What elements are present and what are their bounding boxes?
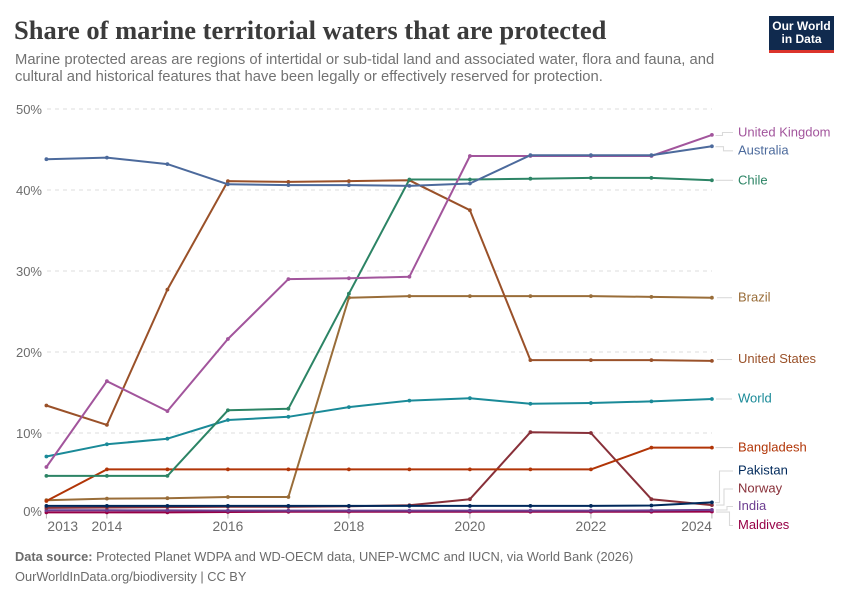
- svg-text:20%: 20%: [16, 345, 42, 360]
- svg-text:United States: United States: [738, 351, 817, 366]
- svg-text:2022: 2022: [576, 519, 607, 534]
- svg-text:Brazil: Brazil: [738, 289, 771, 304]
- svg-text:2016: 2016: [213, 519, 244, 534]
- svg-text:50%: 50%: [16, 102, 42, 117]
- svg-text:Norway: Norway: [738, 480, 783, 495]
- svg-text:Bangladesh: Bangladesh: [738, 439, 807, 454]
- svg-text:2020: 2020: [455, 519, 486, 534]
- svg-text:2018: 2018: [334, 519, 365, 534]
- svg-text:2013: 2013: [47, 519, 78, 534]
- svg-text:2024: 2024: [681, 519, 712, 534]
- svg-text:World: World: [738, 390, 772, 405]
- svg-text:40%: 40%: [16, 183, 42, 198]
- svg-text:Australia: Australia: [738, 142, 789, 157]
- svg-text:India: India: [738, 498, 767, 513]
- svg-text:Maldives: Maldives: [738, 517, 790, 532]
- svg-text:2014: 2014: [92, 519, 123, 534]
- svg-text:Pakistan: Pakistan: [738, 462, 788, 477]
- svg-text:United Kingdom: United Kingdom: [738, 124, 831, 139]
- svg-text:Chile: Chile: [738, 172, 768, 187]
- svg-text:30%: 30%: [16, 264, 42, 279]
- svg-text:10%: 10%: [16, 426, 42, 441]
- svg-text:0%: 0%: [23, 504, 42, 519]
